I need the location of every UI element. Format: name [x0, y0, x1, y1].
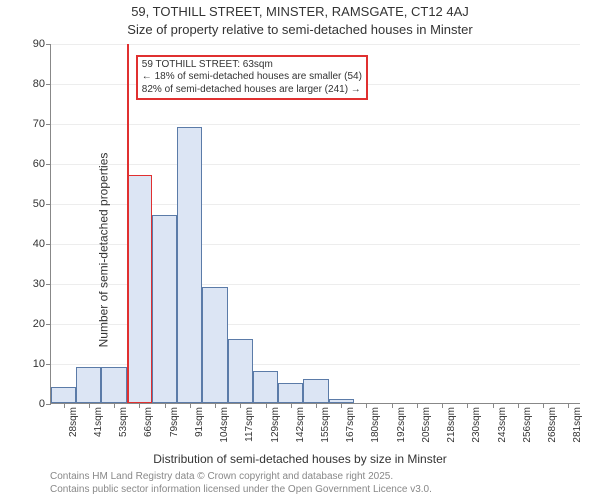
xtick-mark — [442, 403, 443, 408]
ytick-mark — [46, 244, 51, 245]
histogram-bar — [253, 371, 278, 403]
xtick-label: 281sqm — [572, 407, 583, 443]
xtick-label: 53sqm — [118, 407, 129, 437]
reference-line — [127, 44, 129, 403]
xtick-mark — [543, 403, 544, 408]
chart-subtitle: Size of property relative to semi-detach… — [0, 22, 600, 37]
ytick-mark — [46, 84, 51, 85]
ytick-mark — [46, 364, 51, 365]
xtick-mark — [341, 403, 342, 408]
chart-title: 59, TOTHILL STREET, MINSTER, RAMSGATE, C… — [0, 4, 600, 19]
ytick-label: 80 — [33, 78, 45, 90]
xtick-mark — [64, 403, 65, 408]
ytick-mark — [46, 124, 51, 125]
xtick-label: 41sqm — [93, 407, 104, 437]
ytick-label: 30 — [33, 278, 45, 290]
ytick-label: 70 — [33, 118, 45, 130]
footer-line-1: Contains HM Land Registry data © Crown c… — [50, 471, 432, 484]
xtick-label: 256sqm — [522, 407, 533, 443]
ytick-mark — [46, 164, 51, 165]
xtick-mark — [291, 403, 292, 408]
ytick-mark — [46, 284, 51, 285]
info-box-line: 59 TOTHILL STREET: 63sqm — [142, 59, 362, 72]
x-axis-label: Distribution of semi-detached houses by … — [0, 452, 600, 466]
xtick-mark — [165, 403, 166, 408]
histogram-bar — [228, 339, 253, 403]
xtick-label: 142sqm — [295, 407, 306, 443]
xtick-mark — [493, 403, 494, 408]
ytick-mark — [46, 44, 51, 45]
histogram-bar — [101, 367, 126, 403]
xtick-mark — [240, 403, 241, 408]
xtick-mark — [266, 403, 267, 408]
gridline — [51, 164, 580, 165]
xtick-mark — [392, 403, 393, 408]
chart-container: 59, TOTHILL STREET, MINSTER, RAMSGATE, C… — [0, 0, 600, 500]
histogram-bar — [177, 127, 202, 403]
ytick-label: 20 — [33, 318, 45, 330]
xtick-label: 218sqm — [446, 407, 457, 443]
histogram-bar — [303, 379, 328, 403]
xtick-label: 192sqm — [396, 407, 407, 443]
xtick-label: 167sqm — [345, 407, 356, 443]
xtick-mark — [114, 403, 115, 408]
xtick-mark — [316, 403, 317, 408]
xtick-label: 129sqm — [270, 407, 281, 443]
info-box: 59 TOTHILL STREET: 63sqm← 18% of semi-de… — [136, 55, 368, 101]
ytick-mark — [46, 404, 51, 405]
xtick-label: 180sqm — [370, 407, 381, 443]
xtick-label: 230sqm — [471, 407, 482, 443]
xtick-mark — [467, 403, 468, 408]
xtick-label: 66sqm — [143, 407, 154, 437]
xtick-label: 243sqm — [497, 407, 508, 443]
plot-area: 010203040506070809028sqm41sqm53sqm66sqm7… — [50, 44, 580, 404]
histogram-bar — [152, 215, 177, 403]
xtick-mark — [190, 403, 191, 408]
histogram-bar — [202, 287, 227, 403]
ytick-label: 0 — [39, 398, 45, 410]
gridline — [51, 44, 580, 45]
histogram-bar — [127, 175, 152, 403]
histogram-bar — [76, 367, 101, 403]
ytick-label: 60 — [33, 158, 45, 170]
info-box-line: 82% of semi-detached houses are larger (… — [142, 84, 362, 97]
ytick-label: 50 — [33, 198, 45, 210]
xtick-mark — [215, 403, 216, 408]
chart-footer: Contains HM Land Registry data © Crown c… — [50, 471, 432, 496]
info-box-line: ← 18% of semi-detached houses are smalle… — [142, 71, 362, 84]
ytick-mark — [46, 324, 51, 325]
xtick-label: 79sqm — [169, 407, 180, 437]
xtick-label: 155sqm — [320, 407, 331, 443]
xtick-mark — [417, 403, 418, 408]
footer-line-2: Contains public sector information licen… — [50, 484, 432, 497]
xtick-mark — [89, 403, 90, 408]
xtick-mark — [139, 403, 140, 408]
ytick-label: 10 — [33, 358, 45, 370]
xtick-mark — [518, 403, 519, 408]
ytick-label: 90 — [33, 38, 45, 50]
gridline — [51, 124, 580, 125]
xtick-label: 117sqm — [244, 407, 255, 442]
xtick-mark — [366, 403, 367, 408]
xtick-label: 104sqm — [219, 407, 230, 443]
xtick-label: 28sqm — [68, 407, 79, 437]
xtick-label: 91sqm — [194, 407, 205, 437]
xtick-label: 268sqm — [547, 407, 558, 443]
histogram-bar — [51, 387, 76, 403]
xtick-mark — [568, 403, 569, 408]
histogram-bar — [278, 383, 303, 403]
xtick-label: 205sqm — [421, 407, 432, 443]
ytick-mark — [46, 204, 51, 205]
ytick-label: 40 — [33, 238, 45, 250]
